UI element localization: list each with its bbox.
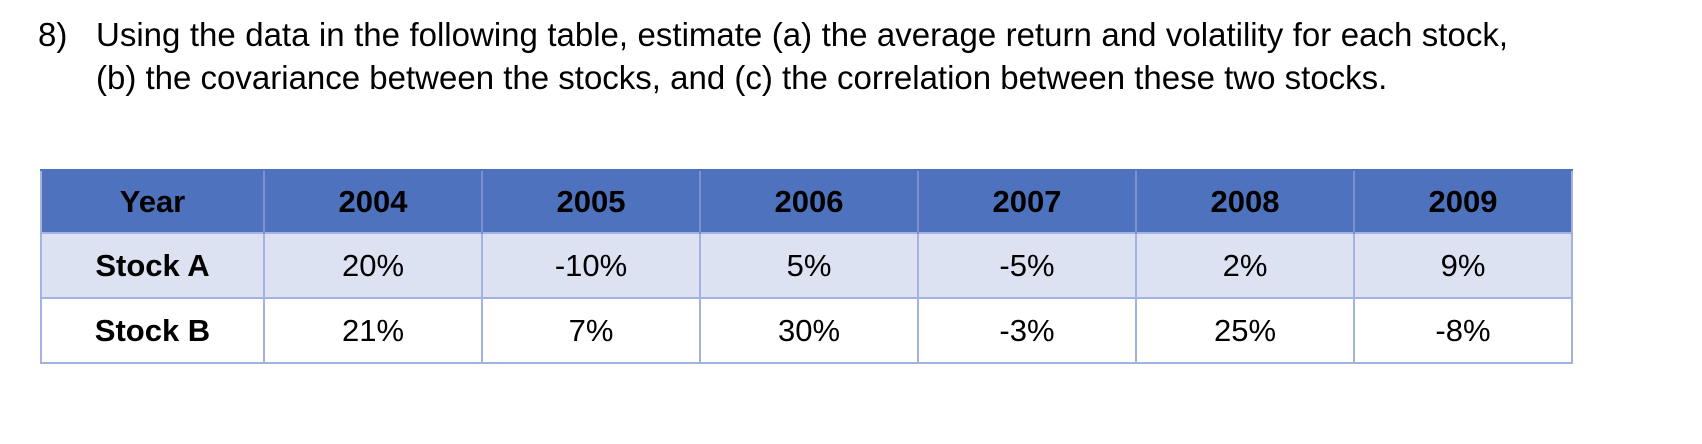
column-header-2008: 2008 bbox=[1135, 169, 1354, 233]
column-header-2009: 2009 bbox=[1353, 169, 1572, 233]
table-cell: 30% bbox=[699, 297, 919, 364]
table-cell: 9% bbox=[1353, 232, 1573, 299]
column-header-year: Year bbox=[41, 169, 264, 233]
table-cell: 21% bbox=[263, 297, 483, 364]
table-cell: -10% bbox=[481, 232, 701, 299]
column-header-2004: 2004 bbox=[263, 169, 482, 233]
column-header-2007: 2007 bbox=[917, 169, 1136, 233]
row-label: Stock B bbox=[40, 297, 265, 364]
question-number: 8) bbox=[38, 16, 68, 53]
table-cell: -8% bbox=[1353, 297, 1573, 364]
table-cell: -5% bbox=[917, 232, 1137, 299]
column-header-2006: 2006 bbox=[699, 169, 918, 233]
question-text: Using the data in the following table, e… bbox=[96, 16, 1508, 96]
column-header-2005: 2005 bbox=[481, 169, 700, 233]
table-row: Stock B 21% 7% 30% -3% 25% -8% bbox=[40, 297, 1573, 364]
stock-returns-table: Year 2004 2005 2006 2007 2008 2009 Stock A 20% -… bbox=[40, 169, 1573, 364]
table-row: Stock A 20% -10% 5% -5% 2% 9% bbox=[40, 232, 1573, 299]
row-label: Stock A bbox=[40, 232, 265, 299]
table-cell: 7% bbox=[481, 297, 701, 364]
table-body: Stock A 20% -10% 5% -5% 2% 9% Stock B 21% 7% 30% -3… bbox=[40, 232, 1573, 364]
table-cell: 20% bbox=[263, 232, 483, 299]
table-cell: 5% bbox=[699, 232, 919, 299]
document-page: 8) Using the data in the following table… bbox=[0, 13, 1702, 444]
table-header-row: Year 2004 2005 2006 2007 2008 2009 bbox=[41, 169, 1572, 233]
question-paragraph: 8) Using the data in the following table… bbox=[38, 13, 1508, 99]
table-cell: -3% bbox=[917, 297, 1137, 364]
table-cell: 25% bbox=[1135, 297, 1355, 364]
table-cell: 2% bbox=[1135, 232, 1355, 299]
